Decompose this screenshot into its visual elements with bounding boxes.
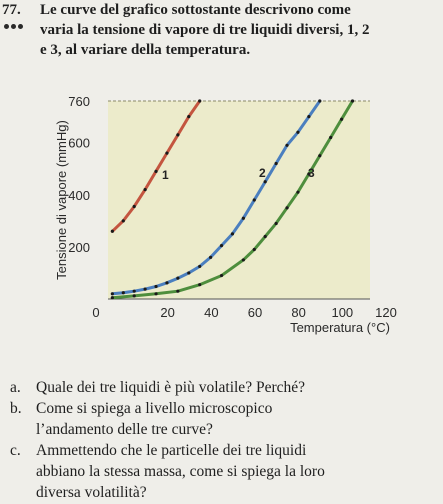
series-3-point [296, 190, 300, 194]
difficulty-dot [11, 24, 16, 29]
series-1-point [154, 169, 158, 173]
series-3-point [329, 135, 333, 140]
question-1: a. Quale dei tre liquidi è più volatile? … [10, 377, 305, 398]
y-tick-label: 200 [68, 240, 90, 255]
series-3-point [110, 296, 114, 300]
series-1-point [187, 115, 191, 119]
series-3-point [132, 294, 136, 298]
series-2-point [198, 264, 202, 269]
series-2-point [154, 284, 158, 289]
y-tick-label: 760 [68, 94, 90, 109]
series-1-point [176, 133, 180, 137]
x-tick-label: 60 [248, 305, 262, 320]
question-text: Quale dei tre liquidi è più volatile? Pe… [36, 379, 305, 396]
y-axis-label: Tensione di vapore (mmHg) [54, 120, 69, 280]
series-3-point [252, 247, 256, 252]
series-3-point [176, 289, 180, 293]
series-2-point [307, 115, 311, 119]
series-3-point [263, 234, 267, 239]
series-1-point [198, 99, 202, 103]
series-2-point [143, 287, 147, 291]
difficulty-dot [4, 24, 9, 29]
series-1-point [110, 229, 114, 233]
curve-label-1: 1 [162, 168, 169, 182]
series-2-point [274, 161, 278, 166]
series-3-point [307, 172, 311, 176]
series-2-point [318, 99, 322, 103]
y-tick-label: 400 [68, 188, 90, 203]
question-text: Come si spiega a livello microscopico [36, 400, 273, 417]
series-2-point [219, 243, 224, 248]
series-2-point [241, 216, 245, 220]
x-tick-label: 40 [204, 305, 218, 320]
series-2-point [263, 180, 267, 184]
curve-label-2: 2 [259, 166, 266, 180]
series-3-point [350, 99, 355, 103]
x-tick-label: 20 [160, 305, 174, 320]
curve-label-3: 3 [308, 166, 315, 180]
question-text-continued: abbiano la stessa massa, come si spiega … [36, 463, 325, 480]
series-2-point [176, 276, 180, 280]
series-2-point [187, 271, 191, 275]
y-ticks: 200 400 600 760 [68, 94, 90, 255]
series-2-point [165, 281, 169, 285]
series-2-point [252, 198, 256, 202]
plot-area [108, 101, 370, 299]
x-tick-label: 100 [331, 305, 353, 320]
prompt-line-3: e 3, al variare della temperatura. [40, 42, 251, 58]
prompt-line-1: Le curve del grafico sottostante descriv… [40, 2, 351, 18]
x-tick-label: 0 [92, 305, 99, 320]
series-3-point [274, 221, 278, 226]
series-2-point [296, 130, 300, 134]
series-3-point [285, 206, 289, 210]
x-axis-label: Temperatura (°C) [290, 320, 390, 335]
question-2: b. Come si spiega a livello microscopico [10, 398, 272, 419]
difficulty-dot [18, 24, 23, 29]
series-3-point [198, 283, 202, 287]
series-3-point [154, 292, 158, 296]
series-1-point [132, 204, 136, 209]
series-2-point [132, 289, 136, 293]
series-1-point [121, 219, 125, 223]
question-letter: b. [10, 400, 22, 417]
x-tick-label: 120 [375, 305, 397, 320]
x-ticks: 0 20 40 60 80 100 120 [92, 305, 396, 320]
series-2-line [110, 99, 322, 296]
x-tick-label: 80 [291, 305, 305, 320]
series-2-point [121, 291, 125, 295]
series-2-point [110, 292, 114, 296]
series-3-point [318, 154, 322, 158]
series-group [110, 99, 355, 300]
question-text-continued: l’andamento delle tre curve? [36, 421, 213, 438]
series-1-point [143, 187, 147, 192]
question-letter: c. [10, 442, 21, 459]
question-text: Ammettendo che le particelle dei tre liq… [36, 442, 307, 459]
series-3-point [241, 258, 245, 262]
prompt-line-2: varia la tensione di vapore di tre liqui… [40, 22, 370, 38]
question-3: c. Ammettendo che le particelle dei tre l… [10, 440, 306, 461]
vapor-pressure-chart: 200 400 600 760 0 20 40 60 80 100 120 1 2 3 Tension… [54, 94, 397, 335]
series-2-point [209, 255, 213, 259]
question-text-continued: diversa volatilità? [36, 484, 147, 501]
difficulty-dots [4, 24, 23, 29]
exercise-number: 77. [2, 2, 21, 18]
question-letter: a. [10, 379, 21, 396]
curve-labels: 1 2 3 [162, 166, 315, 182]
y-tick-label: 600 [68, 136, 90, 151]
series-3-point [340, 117, 344, 121]
series-3-point [219, 273, 224, 278]
series-2-point [230, 232, 235, 236]
series-1-point [165, 151, 169, 155]
series-2-point [285, 143, 289, 147]
